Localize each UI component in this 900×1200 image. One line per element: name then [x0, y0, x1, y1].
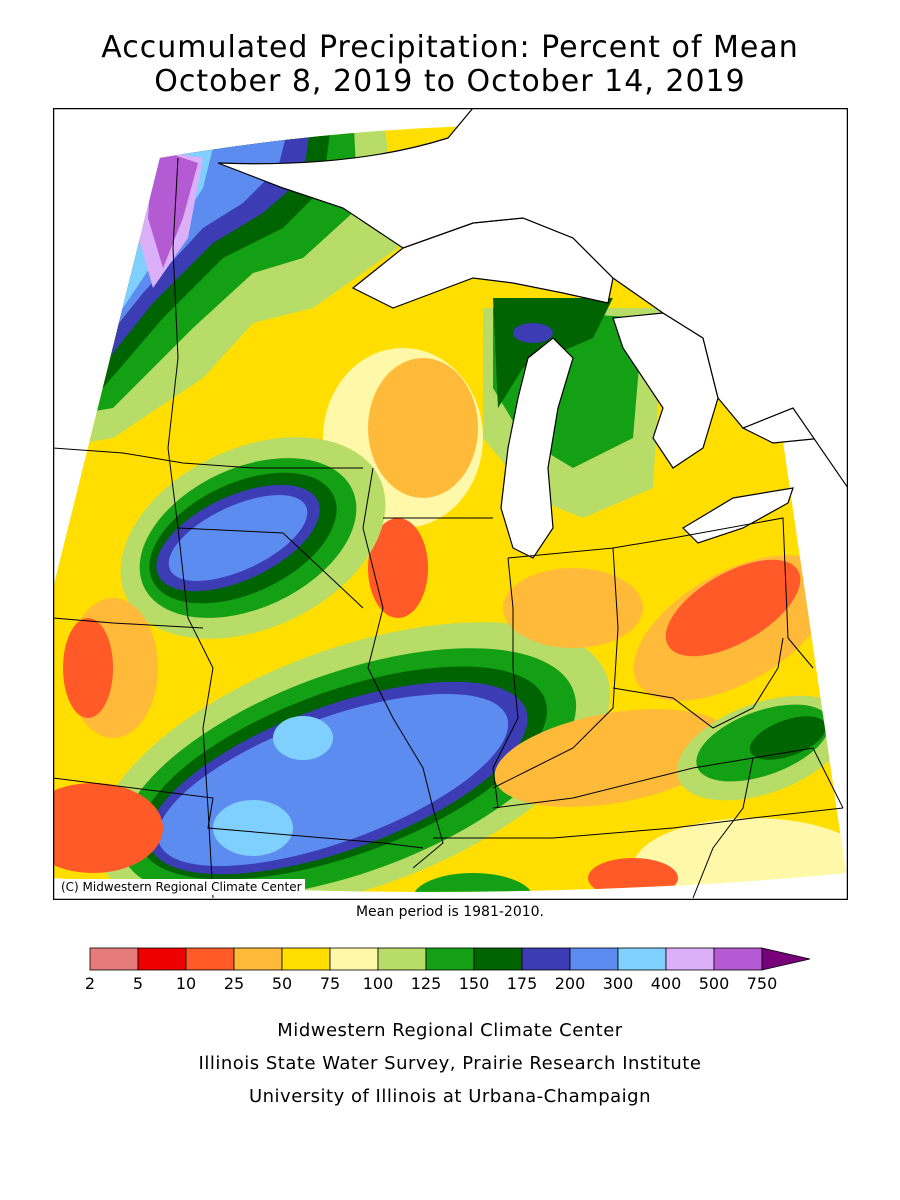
lake-erie [682, 487, 794, 544]
legend-swatches [89, 947, 811, 971]
legend-label: 2 [85, 974, 95, 993]
legend-swatch [569, 947, 619, 971]
legend-labels: 2 5 10 25 50 75 100 125 150 175 200 300 400 500 750 [85, 974, 777, 993]
legend-label: 750 [747, 974, 778, 993]
legend-label: 175 [507, 974, 538, 993]
legend-swatch [137, 947, 187, 971]
legend-swatch [329, 947, 379, 971]
legend-label: 5 [133, 974, 143, 993]
legend-swatch [185, 947, 235, 971]
state-boundaries [53, 157, 844, 899]
legend-swatch [425, 947, 475, 971]
copyright-label: (C) Midwestern Regional Climate Center [58, 879, 305, 895]
legend-label: 125 [411, 974, 442, 993]
precipitation-legend: 2 5 10 25 50 75 100 125 150 175 200 300 400 500 750 [85, 947, 811, 993]
map-frame [53, 108, 848, 900]
great-lakes [217, 108, 848, 559]
legend-label: 50 [272, 974, 292, 993]
legend-label: 10 [176, 974, 196, 993]
map-date-range: October 8, 2019 to October 14, 2019 [154, 64, 746, 99]
legend-swatch [89, 947, 139, 971]
credit-isws: Illinois State Water Survey, Prairie Res… [198, 1053, 702, 1074]
credit-mrcc: Midwestern Regional Climate Center [277, 1020, 623, 1041]
legend-label: 150 [459, 974, 490, 993]
mean-period-note: Mean period is 1981-2010. [355, 904, 545, 920]
legend-swatch [617, 947, 667, 971]
legend-swatch [281, 947, 331, 971]
legend-label: 500 [699, 974, 730, 993]
legend-overflow-arrow [761, 947, 811, 971]
map-title: Accumulated Precipitation: Percent of Me… [101, 30, 799, 65]
legend-label: 75 [320, 974, 340, 993]
legend-swatch [473, 947, 523, 971]
legend-label: 400 [651, 974, 682, 993]
legend-swatch [233, 947, 283, 971]
legend-swatch [377, 947, 427, 971]
precipitation-map [53, 108, 848, 900]
legend-label: 25 [224, 974, 244, 993]
canada-north [217, 108, 848, 490]
legend-swatch [521, 947, 571, 971]
credit-university: University of Illinois at Urbana-Champai… [248, 1086, 652, 1107]
legend-label: 200 [555, 974, 586, 993]
legend-label: 100 [363, 974, 394, 993]
legend-label: 300 [603, 974, 634, 993]
lake-michigan [500, 337, 574, 559]
legend-swatch [713, 947, 763, 971]
legend-swatch [665, 947, 715, 971]
